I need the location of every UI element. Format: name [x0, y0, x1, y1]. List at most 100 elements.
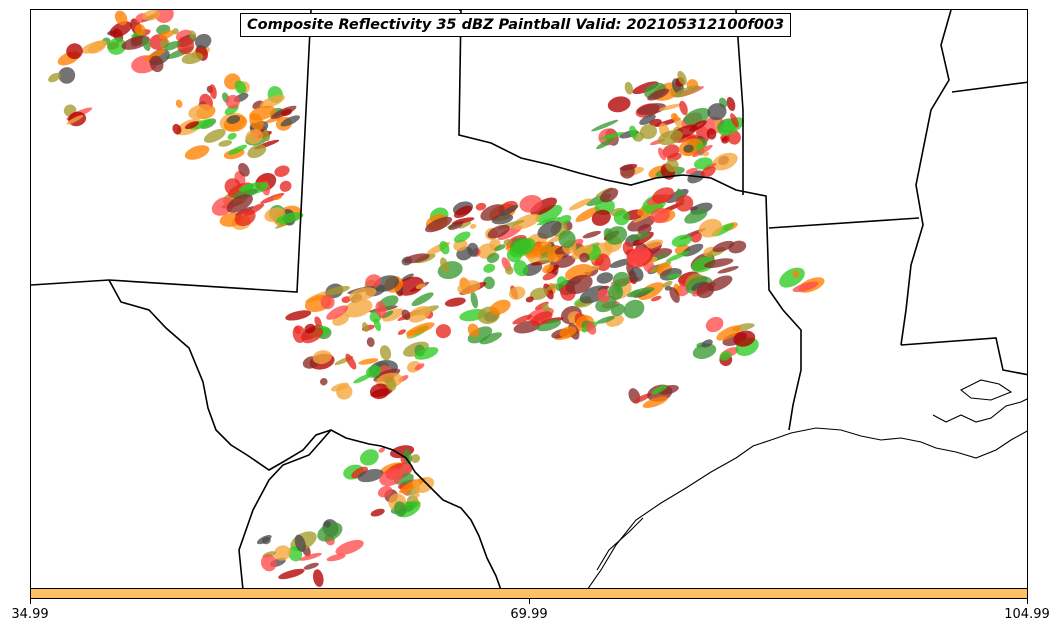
- reflectivity-blob: [650, 208, 670, 224]
- reflectivity-blob: [227, 132, 237, 140]
- reflectivity-blob: [579, 252, 590, 263]
- reflectivity-blob: [412, 479, 421, 489]
- reflectivity-blob: [149, 55, 164, 73]
- reflectivity-blob: [143, 48, 167, 62]
- reflectivity-blob: [109, 21, 132, 38]
- reflectivity-blob: [671, 234, 692, 247]
- reflectivity-blob: [608, 283, 624, 301]
- reflectivity-blob: [730, 113, 739, 128]
- texas-oklahoma-redriver: [458, 10, 802, 431]
- reflectivity-blob: [225, 94, 240, 109]
- colorbar-tick-label-mid: 69.99: [510, 607, 548, 622]
- reflectivity-blob: [543, 283, 554, 300]
- reflectivity-blob: [662, 144, 680, 159]
- reflectivity-blob: [314, 316, 322, 328]
- reflectivity-blob: [583, 265, 600, 272]
- reflectivity-blob: [365, 274, 382, 289]
- reflectivity-blob: [425, 216, 453, 233]
- reflectivity-blob: [559, 326, 577, 338]
- reflectivity-blob: [513, 259, 529, 277]
- lake-detail: [959, 379, 1013, 401]
- reflectivity-blob: [134, 24, 146, 36]
- reflectivity-blob: [369, 383, 390, 400]
- reflectivity-blob: [444, 297, 466, 307]
- reflectivity-blob: [142, 10, 161, 21]
- reflectivity-blob: [299, 552, 322, 561]
- reflectivity-blob: [712, 240, 735, 253]
- reflectivity-blob: [58, 67, 76, 84]
- reflectivity-blob: [609, 258, 632, 268]
- reflectivity-blob: [358, 358, 379, 365]
- reflectivity-blob: [467, 242, 479, 257]
- reflectivity-blob: [509, 238, 536, 258]
- reflectivity-blob: [657, 130, 683, 146]
- reflectivity-blob: [706, 128, 717, 140]
- reflectivity-blob: [176, 36, 195, 55]
- reflectivity-blob: [596, 272, 613, 284]
- reflectivity-blob: [415, 283, 426, 290]
- reflectivity-blob: [341, 296, 352, 303]
- reflectivity-blob: [249, 105, 276, 121]
- reflectivity-blob: [486, 252, 500, 263]
- colorbar-tick-label-min: 34.99: [11, 607, 49, 622]
- reflectivity-blob: [175, 99, 183, 108]
- reflectivity-blob: [489, 299, 511, 315]
- reflectivity-blob: [597, 288, 611, 303]
- reflectivity-blob: [692, 144, 713, 158]
- reflectivity-blob: [596, 316, 616, 324]
- reflectivity-blob: [565, 274, 593, 295]
- reflectivity-blob: [324, 285, 350, 296]
- reflectivity-blob: [691, 256, 716, 273]
- reflectivity-blob: [320, 294, 335, 310]
- reflectivity-blob: [651, 385, 668, 395]
- reflectivity-blob: [114, 10, 128, 26]
- reflectivity-blob: [326, 305, 349, 320]
- reflectivity-blob: [262, 129, 270, 142]
- mississippi-river: [900, 10, 952, 346]
- reflectivity-blob: [273, 545, 291, 561]
- reflectivity-blob: [639, 114, 656, 125]
- reflectivity-blob: [512, 213, 541, 230]
- reflectivity-blob: [546, 283, 559, 291]
- colorbar-tick-left: [30, 599, 31, 604]
- reflectivity-blob: [304, 323, 316, 334]
- reflectivity-paintball-layer: [48, 10, 825, 587]
- reflectivity-blob: [525, 241, 552, 257]
- reflectivity-blob: [600, 188, 619, 203]
- reflectivity-blob: [373, 318, 382, 332]
- reflectivity-blob: [792, 270, 800, 278]
- reflectivity-blob: [457, 280, 481, 295]
- reflectivity-blob: [612, 271, 630, 288]
- reflectivity-blob: [633, 393, 652, 403]
- reflectivity-blob: [81, 40, 107, 54]
- reflectivity-blob: [669, 287, 680, 303]
- reflectivity-blob: [512, 314, 533, 325]
- reflectivity-blob: [689, 120, 707, 132]
- reflectivity-blob: [453, 231, 471, 243]
- reflectivity-blob: [487, 224, 510, 239]
- reflectivity-blob: [792, 281, 819, 293]
- reflectivity-blob: [711, 152, 738, 171]
- reflectivity-blob: [571, 244, 594, 260]
- colorbar-tick-right: [1027, 599, 1028, 604]
- map-title: Composite Reflectivity 35 dBZ Paintball …: [240, 13, 792, 37]
- reflectivity-blob: [410, 454, 421, 463]
- reflectivity-blob: [620, 164, 635, 179]
- reflectivity-blob: [677, 70, 687, 86]
- reflectivity-blob: [467, 323, 480, 338]
- reflectivity-blob: [626, 246, 651, 266]
- reflectivity-blob: [643, 239, 664, 249]
- reflectivity-blob: [360, 449, 379, 466]
- reflectivity-blob: [469, 223, 477, 229]
- reflectivity-blob: [673, 85, 700, 98]
- reflectivity-blob: [278, 568, 305, 580]
- political-boundaries: [31, 10, 1027, 588]
- reflectivity-blob: [228, 144, 248, 155]
- reflectivity-blob: [522, 262, 543, 276]
- reflectivity-blob: [396, 276, 424, 296]
- reflectivity-blob: [530, 197, 557, 216]
- reflectivity-blob: [647, 88, 670, 101]
- reflectivity-blob: [707, 275, 733, 292]
- reflectivity-blob: [406, 322, 435, 336]
- colorbar-tick-label-max: 104.99: [1004, 607, 1050, 622]
